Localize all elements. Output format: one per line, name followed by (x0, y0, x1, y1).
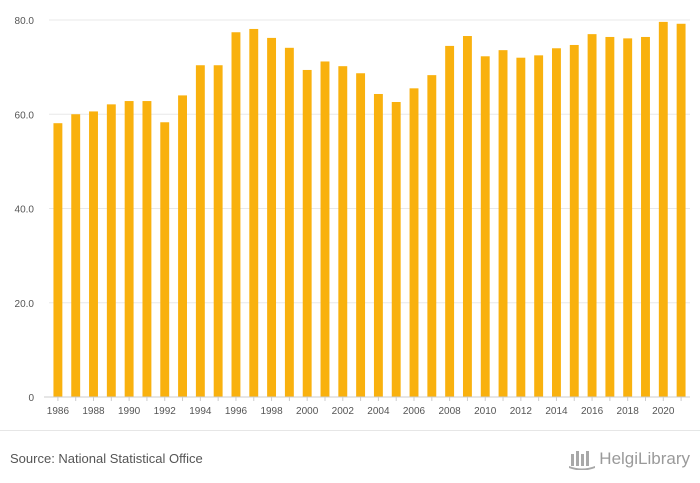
bar-2002[interactable] (338, 66, 348, 398)
bar-1998[interactable] (267, 37, 277, 397)
bar-2009[interactable] (462, 36, 472, 398)
bar-2003[interactable] (356, 73, 366, 397)
y-tick-label: 20.0 (15, 299, 35, 310)
bar-2015[interactable] (569, 44, 579, 397)
x-tick-label: 1990 (118, 406, 141, 417)
bar-2017[interactable] (605, 36, 615, 398)
x-tick-label: 2020 (652, 406, 675, 417)
x-axis (44, 396, 690, 401)
bar-2000[interactable] (302, 69, 312, 397)
bar-1995[interactable] (213, 65, 223, 398)
bar-2010[interactable] (480, 56, 490, 397)
x-tick-label: 2010 (474, 406, 497, 417)
helgi-library-logo-icon (569, 448, 596, 471)
footer-divider (0, 430, 700, 431)
bar-series (53, 21, 686, 398)
bar-2013[interactable] (534, 55, 544, 397)
y-tick-label: 40.0 (15, 205, 35, 216)
bar-2006[interactable] (409, 88, 419, 398)
bar-2005[interactable] (391, 101, 401, 397)
bar-1992[interactable] (160, 122, 170, 397)
bar-1988[interactable] (89, 111, 98, 398)
bar-2004[interactable] (373, 93, 383, 397)
bar-2008[interactable] (445, 45, 455, 397)
x-tick-label: 1994 (189, 406, 212, 417)
y-axis-tick-labels: 0 20.0 40.0 60.0 80.0 (15, 16, 35, 404)
bar-1996[interactable] (231, 32, 241, 397)
bar-2007[interactable] (427, 75, 437, 397)
x-tick-label: 1996 (225, 406, 248, 417)
bar-2019[interactable] (641, 36, 650, 398)
y-tick-label: 60.0 (15, 110, 35, 121)
x-tick-label: 2002 (332, 406, 355, 417)
bar-2016[interactable] (587, 34, 597, 397)
x-tick-label: 2008 (439, 406, 462, 417)
x-axis-tick-labels: 1986 1988 1990 1992 1994 1996 1998 2000 2002 2004… (47, 406, 675, 417)
bar-2020[interactable] (658, 21, 668, 397)
bar-2018[interactable] (623, 38, 633, 397)
bar-1991[interactable] (142, 101, 152, 398)
brand-name: HelgiLibrary (599, 449, 690, 468)
bar-1993[interactable] (178, 95, 187, 398)
y-tick-label: 0 (28, 393, 34, 404)
x-tick-label: 2004 (367, 406, 390, 417)
bar-1997[interactable] (249, 28, 259, 398)
bar-1986[interactable] (53, 123, 63, 398)
bar-1994[interactable] (195, 65, 205, 398)
bar-2012[interactable] (516, 57, 526, 397)
x-tick-label: 2018 (617, 406, 640, 417)
bar-1989[interactable] (106, 104, 116, 397)
x-tick-label: 2000 (296, 406, 319, 417)
bar-2021[interactable] (676, 23, 686, 398)
grid-lines (49, 19, 690, 304)
x-tick-label: 2016 (581, 406, 604, 417)
bar-2011[interactable] (498, 50, 508, 397)
x-tick-label: 2006 (403, 406, 426, 417)
x-tick-label: 2012 (510, 406, 533, 417)
x-tick-label: 1998 (260, 406, 283, 417)
bar-1987[interactable] (71, 114, 81, 397)
x-tick-label: 1988 (82, 406, 105, 417)
bar-2001[interactable] (320, 61, 330, 397)
source-note: Source: National Statistical Office (10, 451, 203, 466)
bar-1999[interactable] (284, 47, 294, 398)
x-tick-label: 2014 (545, 406, 568, 417)
bar-2014[interactable] (552, 48, 561, 398)
x-tick-label: 1992 (154, 406, 177, 417)
x-tick-label: 1986 (47, 406, 70, 417)
y-tick-label: 80.0 (15, 16, 35, 27)
bar-1990[interactable] (124, 101, 134, 398)
brand[interactable]: HelgiLibrary (569, 448, 690, 471)
